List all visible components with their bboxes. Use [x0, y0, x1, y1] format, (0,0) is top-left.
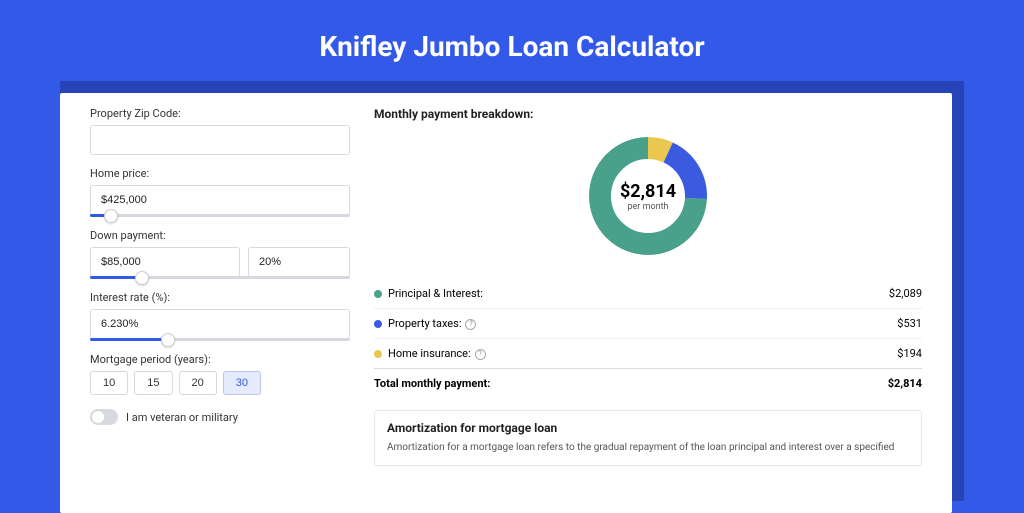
home-price-slider[interactable]	[90, 214, 350, 217]
down-payment-label: Down payment:	[90, 229, 350, 242]
calculator-card: Property Zip Code: Home price: Down paym…	[60, 93, 952, 513]
breakdown-row: Property taxes:? $531	[374, 308, 922, 338]
breakdown-panel: Monthly payment breakdown: $2,814 per mo…	[374, 107, 922, 513]
legend-dot-icon	[374, 350, 382, 358]
zip-label: Property Zip Code:	[90, 107, 350, 120]
interest-rate-input[interactable]	[90, 309, 350, 339]
breakdown-value: $194	[897, 347, 922, 360]
veteran-row: I am veteran or military	[90, 409, 350, 425]
card-shadow: Property Zip Code: Home price: Down paym…	[60, 81, 964, 501]
zip-input[interactable]	[90, 125, 350, 155]
interest-rate-field: Interest rate (%):	[90, 291, 350, 341]
breakdown-row: Home insurance:? $194	[374, 338, 922, 368]
down-payment-field: Down payment:	[90, 229, 350, 279]
input-panel: Property Zip Code: Home price: Down paym…	[90, 107, 350, 513]
amortization-box: Amortization for mortgage loan Amortizat…	[374, 410, 922, 466]
donut-center-value: $2,814	[620, 181, 676, 202]
down-payment-input[interactable]	[90, 247, 240, 277]
page-root: Knifley Jumbo Loan Calculator Property Z…	[0, 0, 1024, 512]
breakdown-label: Home insurance:	[388, 347, 471, 360]
interest-rate-label: Interest rate (%):	[90, 291, 350, 304]
veteran-toggle[interactable]	[90, 409, 118, 425]
home-price-field: Home price:	[90, 167, 350, 217]
page-title: Knifley Jumbo Loan Calculator	[0, 0, 1024, 81]
period-button-15[interactable]: 15	[134, 371, 172, 395]
period-button-10[interactable]: 10	[90, 371, 128, 395]
breakdown-heading: Monthly payment breakdown:	[374, 107, 922, 121]
down-payment-percent-input[interactable]	[248, 247, 350, 277]
zip-field: Property Zip Code:	[90, 107, 350, 155]
breakdown-rows: Principal & Interest: $2,089 Property taxe…	[374, 279, 922, 368]
period-button-30[interactable]: 30	[223, 371, 261, 395]
donut-wrap: $2,814 per month	[374, 131, 922, 261]
home-price-input[interactable]	[90, 185, 350, 215]
total-value: $2,814	[888, 377, 922, 390]
breakdown-row: Principal & Interest: $2,089	[374, 279, 922, 308]
period-label: Mortgage period (years):	[90, 353, 350, 366]
donut-center-sub: per month	[627, 202, 668, 212]
period-button-20[interactable]: 20	[179, 371, 217, 395]
breakdown-label: Principal & Interest:	[388, 287, 483, 300]
home-price-label: Home price:	[90, 167, 350, 180]
breakdown-label: Property taxes:	[388, 317, 461, 330]
amortization-heading: Amortization for mortgage loan	[387, 421, 909, 435]
down-payment-slider[interactable]	[90, 276, 350, 279]
total-row: Total monthly payment: $2,814	[374, 368, 922, 398]
donut-chart: $2,814 per month	[583, 131, 713, 261]
breakdown-value: $531	[897, 317, 922, 330]
legend-dot-icon	[374, 290, 382, 298]
info-icon[interactable]: ?	[475, 349, 486, 360]
period-button-row: 1015 2030	[90, 371, 350, 395]
breakdown-value: $2,089	[889, 287, 922, 300]
total-label: Total monthly payment:	[374, 377, 490, 390]
legend-dot-icon	[374, 320, 382, 328]
info-icon[interactable]: ?	[465, 319, 476, 330]
period-field: Mortgage period (years): 1015 2030	[90, 353, 350, 395]
interest-rate-slider[interactable]	[90, 338, 350, 341]
veteran-label: I am veteran or military	[126, 411, 238, 424]
amortization-text: Amortization for a mortgage loan refers …	[387, 441, 909, 455]
